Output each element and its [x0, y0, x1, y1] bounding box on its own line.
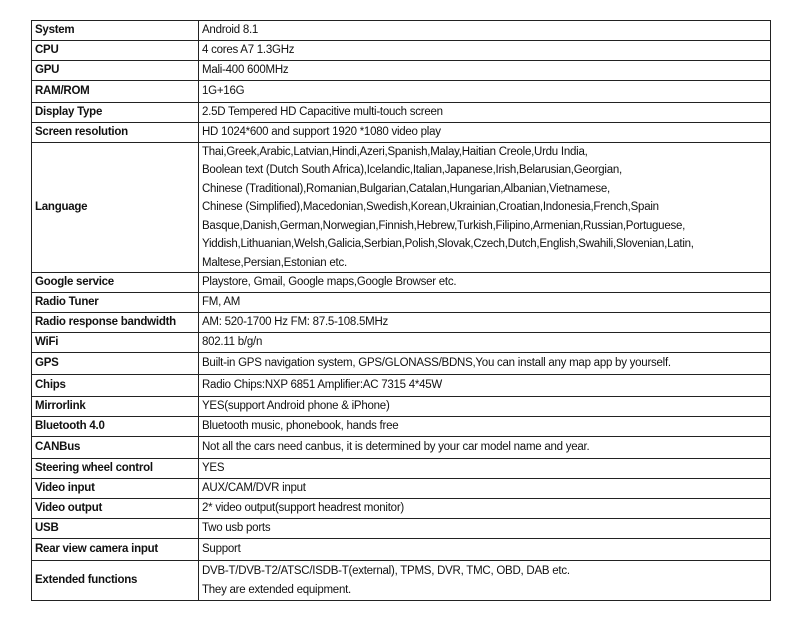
spec-row: WiFi 802.11 b/g/n: [31, 332, 771, 353]
spec-value: Radio Chips:NXP 6851 Amplifier:AC 7315 4…: [198, 374, 771, 397]
spec-row: Chips Radio Chips:NXP 6851 Amplifier:AC 7…: [31, 374, 771, 397]
spec-value-line: 1G+16G: [202, 85, 245, 98]
spec-value: Thai,Greek,Arabic,Latvian,Hindi,Azeri,Sp…: [198, 142, 771, 273]
spec-value-line: Two usb ports: [202, 522, 271, 535]
spec-row: Steering wheel control YES: [31, 458, 771, 479]
spec-value: Bluetooth music, phonebook, hands free: [198, 416, 771, 437]
spec-label: Radio Tuner: [31, 292, 199, 313]
spec-value-line: Boolean text (Dutch South Africa),Icelan…: [202, 164, 622, 177]
spec-value-line: Playstore, Gmail, Google maps,Google Bro…: [202, 276, 457, 289]
spec-value: 2.5D Tempered HD Capacitive multi-touch …: [198, 102, 771, 123]
spec-row: System Android 8.1: [31, 20, 771, 41]
spec-value-line: DVB-T/DVB-T2/ATSC/ISDB-T(external), TPMS…: [202, 565, 570, 578]
spec-value: Not all the cars need canbus, it is dete…: [198, 436, 771, 459]
spec-value: Two usb ports: [198, 518, 771, 539]
spec-value-line: Android 8.1: [202, 24, 259, 37]
spec-row: Language Thai,Greek,Arabic,Latvian,Hindi,…: [31, 142, 771, 273]
spec-label: Video output: [31, 498, 199, 519]
spec-value: YES(support Android phone & iPhone): [198, 396, 771, 417]
spec-value-line: Yiddish,Lithuanian,Welsh,Galicia,Serbian…: [202, 238, 694, 251]
spec-label: GPU: [31, 60, 199, 81]
spec-value-line: 2* video output(support headrest monitor…: [202, 502, 404, 515]
spec-value-line: Maltese,Persian,Estonian etc.: [202, 256, 347, 269]
spec-value-line: Chinese (Traditional),Romanian,Bulgarian…: [202, 182, 610, 195]
spec-value-line: Mali-400 600MHz: [202, 64, 289, 77]
spec-label: System: [31, 20, 199, 41]
spec-value: 1G+16G: [198, 80, 771, 103]
spec-label: Radio response bandwidth: [31, 312, 199, 333]
spec-value-line: HD 1024*600 and support 1920 *1080 video…: [202, 126, 441, 139]
spec-label: RAM/ROM: [31, 80, 199, 103]
spec-value: Playstore, Gmail, Google maps,Google Bro…: [198, 272, 771, 293]
spec-value-line: Radio Chips:NXP 6851 Amplifier:AC 7315 4…: [202, 379, 443, 392]
spec-value: Mali-400 600MHz: [198, 60, 771, 81]
spec-value-line: YES(support Android phone & iPhone): [202, 400, 390, 413]
spec-row: RAM/ROM 1G+16G: [31, 80, 771, 103]
spec-row: GPU Mali-400 600MHz: [31, 60, 771, 81]
spec-row: Mirrorlink YES(support Android phone & iP…: [31, 396, 771, 417]
spec-value: AM: 520-1700 Hz FM: 87.5-108.5MHz: [198, 312, 771, 333]
spec-value-line: Support: [202, 543, 241, 556]
spec-label: Video input: [31, 478, 199, 499]
spec-value: AUX/CAM/DVR input: [198, 478, 771, 499]
spec-label: CPU: [31, 40, 199, 61]
spec-value-line: 802.11 b/g/n: [202, 336, 263, 349]
spec-value-line: Built-in GPS navigation system, GPS/GLON…: [202, 357, 671, 370]
spec-row: Video input AUX/CAM/DVR input: [31, 478, 771, 499]
spec-value-line: Chinese (Simplified),Macedonian,Swedish,…: [202, 201, 659, 214]
spec-label: Display Type: [31, 102, 199, 123]
spec-row: CANBus Not all the cars need canbus, it i…: [31, 436, 771, 459]
spec-label: Google service: [31, 272, 199, 293]
spec-value-line: Basque,Danish,German,Norwegian,Finnish,H…: [202, 219, 686, 232]
spec-value: HD 1024*600 and support 1920 *1080 video…: [198, 122, 771, 143]
spec-value-line: 2.5D Tempered HD Capacitive multi-touch …: [202, 106, 443, 119]
spec-row: Bluetooth 4.0 Bluetooth music, phonebook,…: [31, 416, 771, 437]
spec-value: Android 8.1: [198, 20, 771, 41]
spec-label: WiFi: [31, 332, 199, 353]
spec-table: System Android 8.1 CPU 4 cores A7 1.3GHz GPU…: [31, 20, 771, 601]
spec-value: 4 cores A7 1.3GHz: [198, 40, 771, 61]
spec-value-line: AUX/CAM/DVR input: [202, 482, 306, 495]
spec-value-line: Bluetooth music, phonebook, hands free: [202, 420, 399, 433]
spec-value: 802.11 b/g/n: [198, 332, 771, 353]
spec-row: USB Two usb ports: [31, 518, 771, 539]
spec-row: Screen resolution HD 1024*600 and support…: [31, 122, 771, 143]
spec-label: Steering wheel control: [31, 458, 199, 479]
spec-value: Built-in GPS navigation system, GPS/GLON…: [198, 352, 771, 375]
spec-label: USB: [31, 518, 199, 539]
spec-label: Extended functions: [31, 560, 199, 601]
spec-value-line: YES: [202, 462, 225, 475]
spec-label: CANBus: [31, 436, 199, 459]
spec-value-line: Not all the cars need canbus, it is dete…: [202, 441, 590, 454]
spec-value-line: AM: 520-1700 Hz FM: 87.5-108.5MHz: [202, 316, 389, 329]
spec-row: Google service Playstore, Gmail, Google m…: [31, 272, 771, 293]
spec-value-line: Thai,Greek,Arabic,Latvian,Hindi,Azeri,Sp…: [202, 146, 588, 159]
spec-label: Screen resolution: [31, 122, 199, 143]
spec-value: 2* video output(support headrest monitor…: [198, 498, 771, 519]
spec-label: Bluetooth 4.0: [31, 416, 199, 437]
spec-value-line: They are extended equipment.: [202, 583, 351, 596]
spec-label: GPS: [31, 352, 199, 375]
spec-value: FM, AM: [198, 292, 771, 313]
spec-value: Support: [198, 538, 771, 561]
spec-value: DVB-T/DVB-T2/ATSC/ISDB-T(external), TPMS…: [198, 560, 771, 601]
spec-row: GPS Built-in GPS navigation system, GPS/G…: [31, 352, 771, 375]
spec-value-line: FM, AM: [202, 296, 241, 309]
spec-row: Video output 2* video output(support head…: [31, 498, 771, 519]
spec-row: Radio Tuner FM, AM: [31, 292, 771, 313]
spec-label: Chips: [31, 374, 199, 397]
spec-label: Language: [31, 142, 199, 273]
spec-value: YES: [198, 458, 771, 479]
spec-row: Display Type 2.5D Tempered HD Capacitive …: [31, 102, 771, 123]
spec-row: CPU 4 cores A7 1.3GHz: [31, 40, 771, 61]
spec-row: Radio response bandwidth AM: 520-1700 Hz …: [31, 312, 771, 333]
spec-row: Rear view camera input Support: [31, 538, 771, 561]
spec-label: Rear view camera input: [31, 538, 199, 561]
spec-label: Mirrorlink: [31, 396, 199, 417]
spec-value-line: 4 cores A7 1.3GHz: [202, 44, 295, 57]
spec-row: Extended functions DVB-T/DVB-T2/ATSC/ISDB…: [31, 560, 771, 601]
